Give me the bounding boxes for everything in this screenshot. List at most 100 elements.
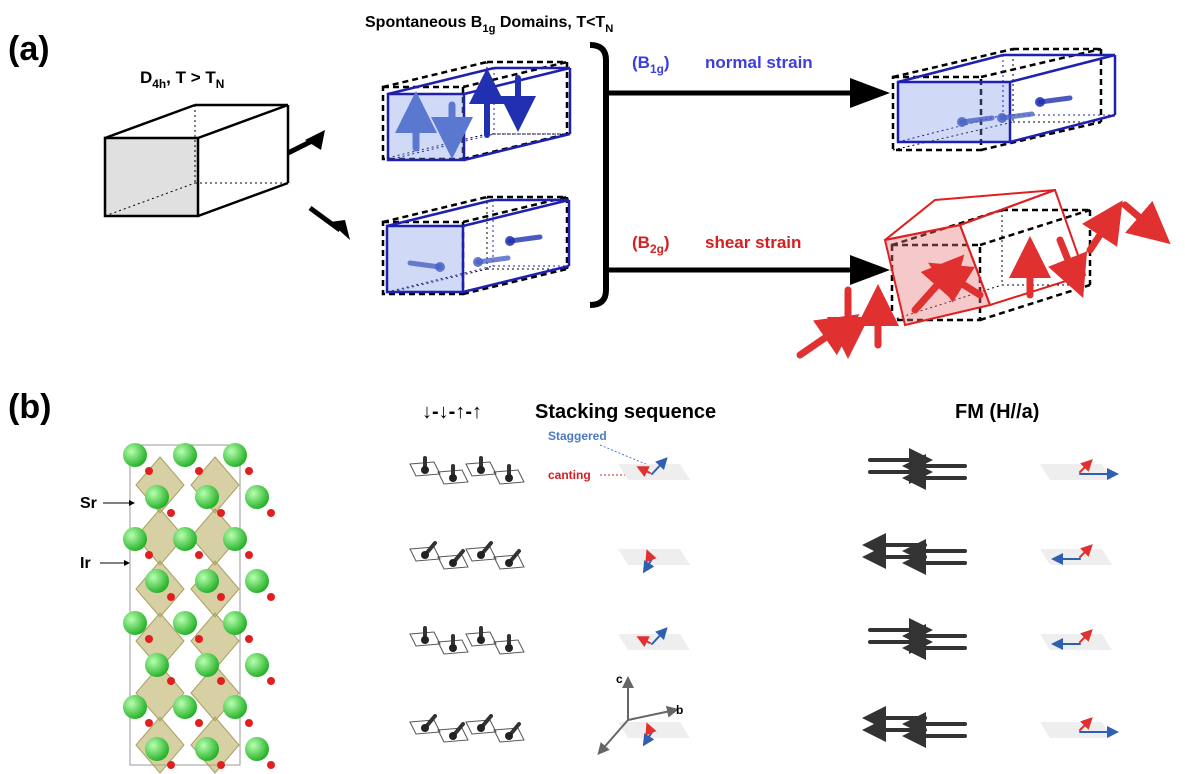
fm-title: FM (H//a) — [955, 401, 1039, 423]
plane — [618, 549, 690, 565]
o-atom — [167, 509, 175, 517]
o-atom — [245, 719, 253, 727]
sr-atom — [195, 653, 219, 677]
sr-atom — [245, 737, 269, 761]
face — [885, 190, 1055, 240]
sr-atom — [145, 653, 169, 677]
moment-ball — [449, 644, 457, 652]
edge — [288, 138, 318, 153]
moment-ball — [421, 724, 429, 732]
sr-atom — [123, 695, 147, 719]
sr-atom — [245, 485, 269, 509]
o-atom — [167, 677, 175, 685]
text-part: 2g — [650, 242, 664, 256]
sr-atom — [123, 443, 147, 467]
bracket — [590, 45, 606, 305]
o-atom — [267, 677, 275, 685]
moment-ball — [449, 732, 457, 740]
o-atom — [217, 593, 225, 601]
moment-ball — [477, 724, 485, 732]
edge — [600, 720, 628, 752]
sr-atom — [145, 485, 169, 509]
o-atom — [195, 467, 203, 475]
sr-atom — [223, 443, 247, 467]
o-atom — [217, 761, 225, 769]
stacking-sequence: ↓-↓-↑-↑ — [422, 401, 482, 423]
face — [105, 138, 198, 216]
moment-ball — [435, 262, 445, 272]
o-atom — [195, 551, 203, 559]
text-part: ) — [664, 233, 670, 252]
moment-ball — [421, 466, 429, 474]
moment-ball — [997, 113, 1007, 123]
moment-ball — [421, 636, 429, 644]
sr-atom — [245, 569, 269, 593]
face — [898, 82, 1010, 142]
panel-label: (b) — [8, 388, 51, 426]
sr-atom — [195, 485, 219, 509]
atom-label: Sr — [80, 495, 97, 512]
plane — [618, 722, 690, 738]
irrep-label: (B2g) — [632, 233, 670, 256]
moment-ball — [957, 117, 967, 127]
sr-atom — [123, 611, 147, 635]
stacking-title: Stacking sequence — [535, 401, 716, 423]
moment-ball — [421, 551, 429, 559]
moment-ball — [477, 466, 485, 474]
annotation: canting — [548, 468, 591, 482]
sr-atom — [223, 611, 247, 635]
arrowhead — [850, 78, 890, 108]
text-part: D — [140, 68, 152, 87]
edge — [464, 134, 570, 160]
plane — [1040, 722, 1112, 738]
o-atom — [195, 719, 203, 727]
o-atom — [145, 551, 153, 559]
sr-atom — [173, 611, 197, 635]
text-part: Spontaneous B — [365, 14, 482, 31]
o-atom — [145, 467, 153, 475]
arrowhead — [850, 255, 890, 285]
moment-ball — [449, 559, 457, 567]
moment-ball — [505, 236, 515, 246]
o-atom — [245, 467, 253, 475]
o-atom — [245, 551, 253, 559]
text-part: ) — [664, 53, 670, 72]
edge — [105, 105, 195, 138]
o-atom — [167, 593, 175, 601]
sr-atom — [173, 443, 197, 467]
panel-label: (a) — [8, 30, 50, 68]
o-atom — [145, 635, 153, 643]
axis-label: c — [616, 672, 623, 686]
atom-label: Ir — [80, 555, 91, 572]
edge — [383, 197, 487, 222]
phase-label: D4h, T > TN — [140, 68, 224, 91]
edge — [1125, 205, 1160, 235]
plane — [1040, 464, 1112, 480]
text-part: (B — [632, 53, 650, 72]
sr-atom — [145, 737, 169, 761]
strain-label: normal strain — [705, 53, 813, 72]
edge — [463, 269, 567, 294]
o-atom — [267, 761, 275, 769]
text-part: N — [216, 77, 225, 91]
domains-title: Spontaneous B1g Domains, T<TN — [365, 14, 613, 35]
edge — [463, 266, 569, 292]
moment-ball — [505, 559, 513, 567]
moment-ball — [1035, 97, 1045, 107]
sr-atom — [223, 695, 247, 719]
sr-atom — [145, 569, 169, 593]
text-part: N — [605, 23, 613, 35]
moment-ball — [505, 644, 513, 652]
edge — [898, 55, 1003, 82]
edge — [800, 322, 848, 355]
moment-ball — [477, 551, 485, 559]
edge — [1010, 115, 1115, 142]
face — [885, 225, 990, 325]
edge — [198, 105, 288, 138]
sr-atom — [223, 527, 247, 551]
o-atom — [195, 635, 203, 643]
text-part: 4h — [152, 77, 166, 91]
face — [387, 226, 463, 292]
irrep-label: (B1g) — [632, 53, 670, 76]
edge — [1090, 212, 1115, 250]
